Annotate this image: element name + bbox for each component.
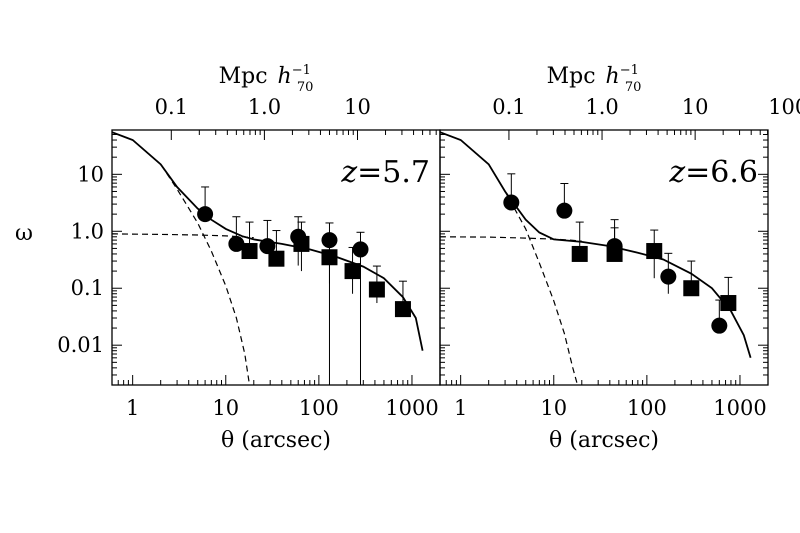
y-tick-label: 0.01 xyxy=(57,333,104,357)
y-axis-title: ω xyxy=(15,221,33,246)
panel-2-circle-point xyxy=(556,202,573,219)
panel-2-x-tick-label: 10 xyxy=(540,396,567,420)
panel-2-square-point xyxy=(720,295,737,312)
y-tick-label: 1.0 xyxy=(71,219,104,243)
panel-1-total-curve xyxy=(112,131,424,351)
data-layer xyxy=(112,131,752,385)
panel-2-redshift-value: =6.6 xyxy=(685,155,758,190)
panel-1-redshift-value: =5.7 xyxy=(357,155,430,190)
panel-2-x-tick-label: 1000 xyxy=(713,396,766,420)
panel-1-square-point xyxy=(321,249,338,266)
panel-1-top-axis-title-main: Mpc xyxy=(219,64,268,89)
panel-1-redshift-z: z xyxy=(340,155,357,190)
y-tick-label: 10 xyxy=(77,162,104,186)
panel-2-x-tick-label: 100 xyxy=(627,396,667,420)
panel-2-redshift-z: z xyxy=(668,155,685,190)
panel-2-frame xyxy=(439,129,769,386)
panel-1-top-tick-label: 10 xyxy=(344,95,371,119)
panel-2-x-axis-title: θ (arcsec) xyxy=(549,428,659,453)
panel-1-top-tick-label: 0.1 xyxy=(155,95,188,119)
panel-2-top-tick-label: 1.0 xyxy=(585,95,618,119)
panel-1-square-point xyxy=(293,235,310,252)
panel-2-top-axis-title-sup: −1 xyxy=(620,63,639,78)
panel-2-top-axis-title-main: Mpc xyxy=(547,64,596,89)
panel-1-x-tick-label: 1 xyxy=(126,396,139,420)
panel-1-square-point xyxy=(368,281,385,298)
panel-1-circle-point xyxy=(259,238,276,255)
panel-2-redshift-label: z=6.6 xyxy=(668,155,758,190)
panel-1-top-axis-title-sub: 70 xyxy=(297,80,314,95)
panel-1-top-axis-title-h: h xyxy=(278,64,292,89)
panel-2-top-tick-label: 100 xyxy=(768,95,800,119)
panel-1-circle-point xyxy=(352,241,369,258)
panel-1-circle-point xyxy=(228,235,245,252)
panel-2-square-point xyxy=(606,245,623,262)
panel-1-small-scale-curve xyxy=(112,131,251,385)
panel-2-top-axis-title: Mpc h−1 70 xyxy=(547,63,642,95)
panel-2-circle-point xyxy=(711,317,728,334)
panel-2-circle-point xyxy=(660,268,677,285)
axes-layer xyxy=(111,129,769,386)
panel-2-x-tick-label: 1 xyxy=(454,396,467,420)
panel-2-square-point xyxy=(646,243,663,260)
panel-2-top-axis-title-h: h xyxy=(606,64,620,89)
panel-1-x-tick-label: 10 xyxy=(212,396,239,420)
panel-1-x-tick-label: 100 xyxy=(299,396,339,420)
panel-1-large-scale-curve xyxy=(112,233,254,239)
panel-1-square-point xyxy=(344,263,361,280)
panel-2-circle-point xyxy=(503,194,520,211)
panel-2-square-point xyxy=(683,280,700,297)
panel-1-x-axis-title: θ (arcsec) xyxy=(221,428,331,453)
panel-1-square-point xyxy=(394,301,411,318)
panel-2-top-tick-label: 10 xyxy=(682,95,709,119)
panel-1-top-axis-title-sup: −1 xyxy=(292,63,311,78)
text-layer: ω 1 10 100 1000 0.1 1.0 10 10 1.0 0.1 0.01 θ (arcsec… xyxy=(15,63,800,453)
panel-2-top-tick-label: 0.1 xyxy=(492,95,525,119)
y-tick-label: 0.1 xyxy=(71,276,104,300)
panel-1-redshift-label: z=5.7 xyxy=(340,155,430,190)
panel-2-small-scale-curve xyxy=(440,131,579,385)
panel-1-square-point xyxy=(268,250,285,267)
panel-2-large-scale-curve xyxy=(440,236,582,242)
panel-1-circle-point xyxy=(197,206,214,223)
panel-1-x-tick-label: 1000 xyxy=(385,396,438,420)
panel-1-square-point xyxy=(241,243,258,260)
panel-2-square-point xyxy=(571,245,588,262)
panel-2-top-axis-title-sub: 70 xyxy=(625,80,642,95)
panel-1-top-axis-title: Mpc h−1 70 xyxy=(219,63,314,95)
panel-1-top-tick-label: 1.0 xyxy=(248,95,281,119)
